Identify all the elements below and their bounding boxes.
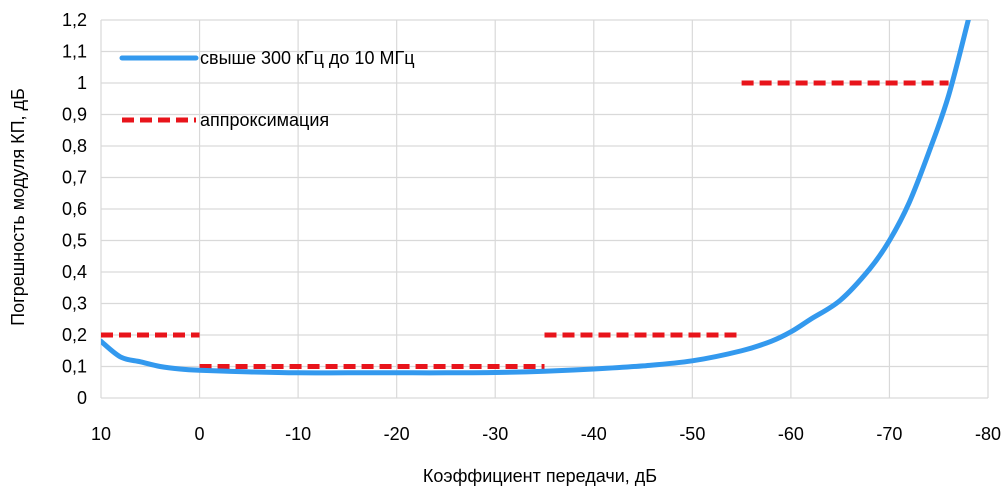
y-tick-label: 0,3 [62,294,87,314]
x-axis-title: Коэффициент передачи, дБ [423,466,657,486]
y-tick-label: 0,4 [62,262,87,282]
x-tick-label: -40 [581,424,607,444]
y-tick-label: 1,2 [62,10,87,30]
y-tick-label: 0,7 [62,168,87,188]
y-tick-label: 0,2 [62,325,87,345]
x-tick-label: -30 [482,424,508,444]
legend: свыше 300 кГц до 10 МГц аппроксимация [119,48,415,130]
x-axis-ticks: 10 0 -10 -20 -30 -40 -50 -60 -70 -80 [91,424,1001,444]
x-tick-label: -80 [975,424,1001,444]
x-tick-label: -60 [778,424,804,444]
y-tick-label: 1 [77,73,87,93]
x-tick-label: -10 [285,424,311,444]
y-axis-ticks: 0 0,1 0,2 0,3 0,4 0,5 0,6 0,7 0,8 0,9 1 1,1 1,2 [62,10,87,408]
x-tick-label: -50 [679,424,705,444]
y-axis-title: Погрешность модуля КП, дБ [8,88,28,326]
legend-label-main: свыше 300 кГц до 10 МГц [200,48,415,68]
y-tick-label: 1,1 [62,42,87,62]
x-tick-label: -20 [384,424,410,444]
x-tick-label: -70 [876,424,902,444]
legend-label-approx: аппроксимация [200,110,329,130]
y-tick-label: 0,5 [62,231,87,251]
main-series-line [101,20,971,376]
y-tick-label: 0,1 [62,357,87,377]
y-tick-label: 0,6 [62,199,87,219]
series-layer [101,20,971,376]
y-tick-label: 0 [77,388,87,408]
y-tick-label: 0,8 [62,136,87,156]
y-tick-label: 0,9 [62,105,87,125]
x-tick-label: 10 [91,424,111,444]
x-tick-label: 0 [195,424,205,444]
